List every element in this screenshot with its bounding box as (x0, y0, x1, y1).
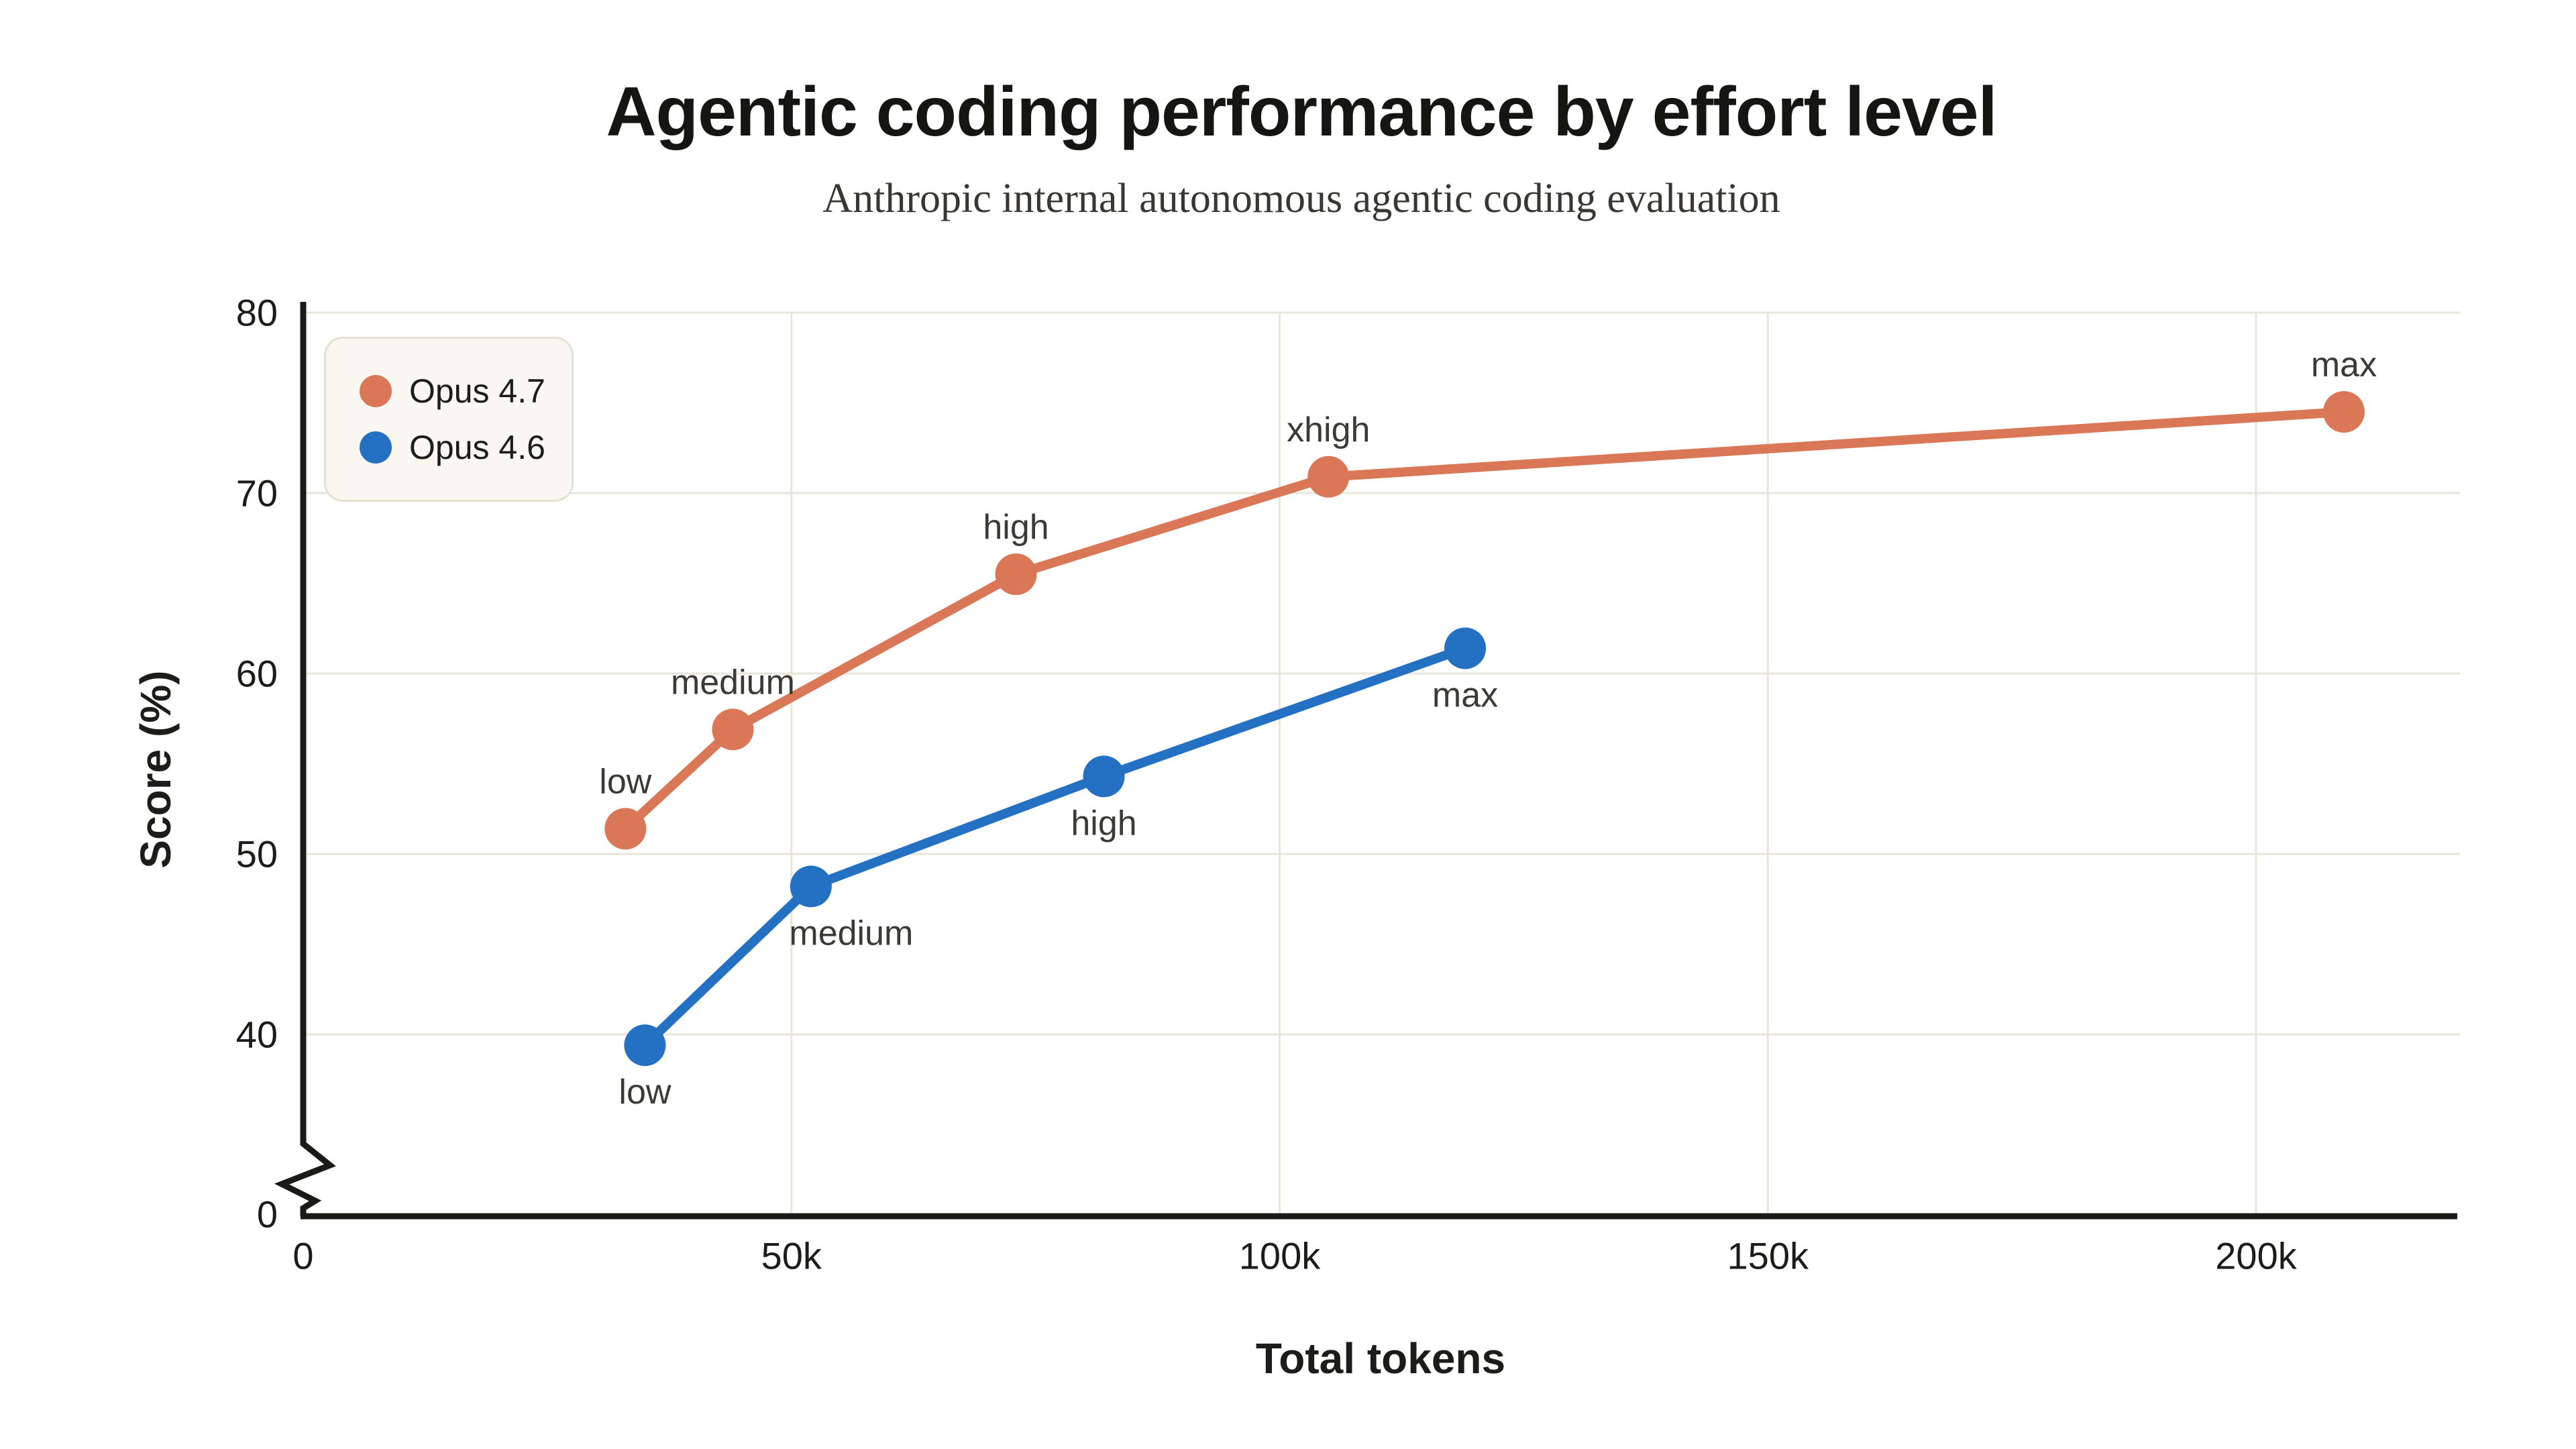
x-tick-label-150k: 150k (1727, 1235, 1809, 1277)
data-point-opus-4-7-max (2322, 390, 2365, 433)
series-line-opus-4-7 (621, 407, 2349, 834)
legend-swatch-orange-icon (360, 375, 392, 407)
y-axis-line (274, 302, 336, 1216)
y-tick-label-80: 80 (236, 292, 278, 334)
point-label-high: high (983, 508, 1049, 547)
data-point-opus-4-6-medium (790, 865, 832, 908)
y-tick-label-70: 70 (236, 472, 278, 515)
data-point-opus-4-6-max (1444, 627, 1487, 669)
data-point-opus-4-7-xhigh (1307, 455, 1350, 498)
point-label-medium: medium (789, 914, 913, 953)
data-point-opus-4-6-high (1083, 755, 1125, 798)
point-label-low: low (619, 1073, 671, 1112)
y-tick-label-0: 0 (257, 1193, 278, 1236)
chart-title: Agentic coding performance by effort lev… (606, 73, 1997, 151)
legend-entry-opus-4-7: Opus 4.7 (360, 372, 572, 411)
data-point-opus-4-7-low (604, 808, 647, 850)
legend-entry-opus-4-6: Opus 4.6 (360, 428, 572, 467)
x-tick-label-100k: 100k (1239, 1235, 1321, 1277)
point-label-max: max (2311, 345, 2377, 384)
x-tick-label-0: 0 (292, 1235, 313, 1277)
data-point-opus-4-7-high (995, 553, 1037, 596)
legend-label: Opus 4.7 (409, 372, 545, 410)
data-point-opus-4-6-low (624, 1024, 666, 1067)
x-tick-label-50k: 50k (761, 1235, 822, 1277)
y-tick-label-40: 40 (236, 1014, 278, 1056)
series-line-opus-4-6 (640, 643, 1470, 1051)
point-label-max: max (1432, 676, 1498, 714)
y-tick-label-50: 50 (236, 833, 278, 875)
x-axis-title: Total tokens (1255, 1334, 1506, 1383)
point-label-medium: medium (671, 663, 795, 702)
data-point-opus-4-7-medium (712, 708, 754, 751)
legend: Opus 4.7 Opus 4.6 (324, 337, 574, 502)
x-tick-label-200k: 200k (2215, 1235, 2297, 1277)
y-axis-title: Score (%) (131, 670, 180, 869)
point-label-high: high (1071, 804, 1136, 843)
legend-label: Opus 4.6 (409, 429, 545, 466)
chart-subtitle: Anthropic internal autonomous agentic co… (822, 176, 1780, 221)
point-label-low: low (599, 762, 651, 801)
point-label-xhigh: xhigh (1287, 411, 1370, 449)
legend-swatch-blue-icon (360, 431, 392, 464)
y-tick-label-60: 60 (236, 653, 278, 695)
